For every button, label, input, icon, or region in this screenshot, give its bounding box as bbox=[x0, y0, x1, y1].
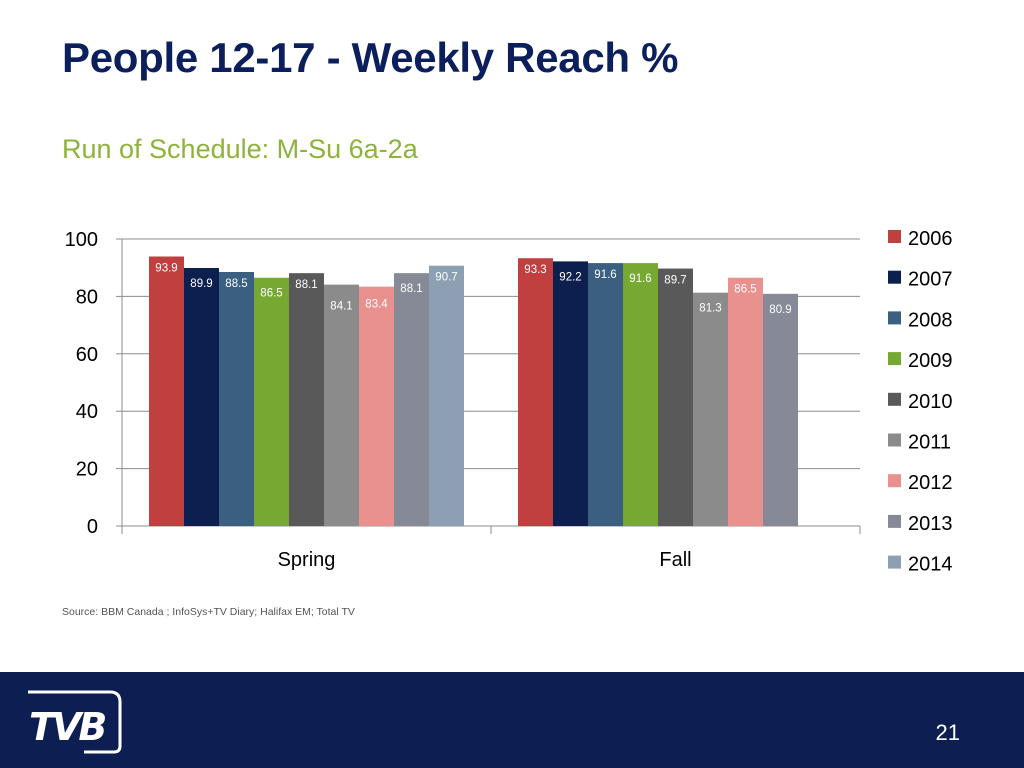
bar-fall-2011 bbox=[693, 292, 728, 526]
data-label-fall-2007: 92.2 bbox=[559, 271, 581, 283]
bar-fall-2013 bbox=[763, 293, 798, 526]
bar-fall-2006 bbox=[518, 258, 553, 526]
data-label-spring-2011: 84.1 bbox=[330, 301, 352, 313]
data-label-fall-2013: 80.9 bbox=[769, 304, 791, 316]
bar-spring-2011 bbox=[324, 284, 359, 526]
legend-label-2007: 2007 bbox=[908, 269, 953, 291]
tvb-logo-icon: TVB bbox=[28, 690, 122, 754]
data-label-spring-2007: 89.9 bbox=[190, 278, 212, 290]
bar-spring-2006 bbox=[149, 256, 184, 526]
page-number: 21 bbox=[935, 720, 960, 745]
slide-title: People 12-17 - Weekly Reach % bbox=[62, 34, 679, 81]
bar-chart: 0 20 40 60 80 100 93.9 89.9 88.5 86.5 88.1 84.1 83.4… bbox=[65, 228, 953, 576]
bar-spring-2010 bbox=[289, 273, 324, 526]
bar-spring-2008 bbox=[219, 272, 254, 526]
data-label-spring-2014: 90.7 bbox=[435, 272, 457, 284]
data-label-fall-2006: 93.3 bbox=[524, 264, 546, 276]
legend-swatch-2007 bbox=[888, 270, 901, 284]
data-label-fall-2012: 86.5 bbox=[734, 284, 756, 296]
y-tick-label-100: 100 bbox=[65, 229, 98, 251]
legend-swatch-2012 bbox=[888, 474, 901, 488]
legend-label-2009: 2009 bbox=[908, 350, 953, 372]
bar-spring-2014 bbox=[429, 265, 464, 526]
data-label-fall-2008: 91.6 bbox=[594, 269, 616, 281]
legend-label-2006: 2006 bbox=[908, 228, 953, 250]
data-label-spring-2006: 93.9 bbox=[155, 263, 177, 275]
legend-swatch-2008 bbox=[888, 311, 901, 325]
bar-fall-2009 bbox=[623, 263, 658, 526]
data-label-spring-2012: 83.4 bbox=[365, 299, 388, 311]
data-label-fall-2010: 89.7 bbox=[664, 275, 686, 287]
bar-fall-2010 bbox=[658, 268, 693, 526]
footer-bar: TVB 21 bbox=[0, 672, 1024, 768]
legend-swatch-2013 bbox=[888, 514, 901, 528]
data-label-spring-2013: 88.1 bbox=[400, 283, 422, 295]
bar-fall-2008 bbox=[588, 263, 623, 526]
legend-label-2011: 2011 bbox=[908, 432, 951, 454]
data-label-spring-2008: 88.5 bbox=[225, 278, 247, 290]
bar-fall-2007 bbox=[553, 261, 588, 526]
legend-swatch-2011 bbox=[888, 433, 901, 447]
legend-label-2012: 2012 bbox=[908, 472, 953, 494]
legend-label-2014: 2014 bbox=[908, 554, 953, 576]
legend-label-2008: 2008 bbox=[908, 309, 953, 331]
legend-label-2013: 2013 bbox=[908, 513, 953, 535]
data-label-fall-2011: 81.3 bbox=[699, 303, 721, 315]
bar-spring-2013 bbox=[394, 273, 429, 526]
legend-swatch-2006 bbox=[888, 230, 901, 243]
x-category-label-spring: Spring bbox=[278, 549, 336, 571]
y-tick-label-80: 80 bbox=[76, 286, 98, 308]
bar-spring-2012 bbox=[359, 286, 394, 526]
legend-label-2010: 2010 bbox=[908, 391, 953, 413]
legend-swatch-2009 bbox=[888, 352, 901, 366]
bar-fall-2012 bbox=[728, 277, 763, 526]
y-tick-label-60: 60 bbox=[76, 344, 98, 366]
bar-spring-2007 bbox=[184, 267, 219, 526]
legend-swatch-2010 bbox=[888, 392, 901, 406]
bar-spring-2009 bbox=[254, 277, 289, 526]
data-label-spring-2009: 86.5 bbox=[260, 288, 282, 300]
legend-swatch-2014 bbox=[888, 555, 901, 569]
svg-text:TVB: TVB bbox=[29, 705, 105, 749]
y-tick-label-0: 0 bbox=[87, 516, 98, 538]
y-tick-label-20: 20 bbox=[76, 459, 98, 481]
data-label-spring-2010: 88.1 bbox=[295, 279, 317, 291]
x-category-label-fall: Fall bbox=[659, 549, 691, 571]
data-label-fall-2009: 91.6 bbox=[629, 273, 651, 285]
y-tick-label-40: 40 bbox=[76, 401, 98, 423]
slide-subtitle: Run of Schedule: M-Su 6a-2a bbox=[62, 134, 418, 164]
source-note: Source: BBM Canada ; InfoSys+TV Diary; H… bbox=[62, 606, 355, 618]
